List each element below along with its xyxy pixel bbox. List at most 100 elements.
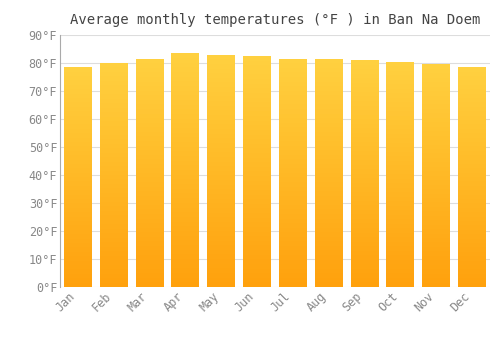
- Bar: [422, 247, 450, 251]
- Bar: [136, 264, 164, 269]
- Bar: [422, 220, 450, 225]
- Bar: [243, 88, 271, 93]
- Bar: [315, 214, 342, 218]
- Bar: [350, 69, 378, 74]
- Bar: [172, 156, 200, 161]
- Bar: [422, 96, 450, 100]
- Bar: [64, 133, 92, 138]
- Bar: [64, 155, 92, 160]
- Bar: [172, 282, 200, 287]
- Bar: [243, 75, 271, 79]
- Bar: [458, 155, 486, 160]
- Bar: [350, 160, 378, 164]
- Bar: [458, 120, 486, 124]
- Bar: [208, 73, 235, 78]
- Bar: [208, 148, 235, 152]
- Bar: [136, 241, 164, 246]
- Bar: [208, 240, 235, 245]
- Bar: [386, 62, 414, 66]
- Bar: [422, 64, 450, 69]
- Bar: [100, 94, 128, 99]
- Bar: [386, 111, 414, 116]
- Bar: [136, 63, 164, 68]
- Bar: [422, 145, 450, 149]
- Bar: [172, 128, 200, 133]
- Bar: [315, 260, 342, 264]
- Bar: [208, 199, 235, 203]
- Bar: [422, 216, 450, 220]
- Bar: [279, 200, 307, 205]
- Bar: [279, 273, 307, 278]
- Bar: [100, 153, 128, 157]
- Bar: [136, 251, 164, 255]
- Bar: [279, 100, 307, 104]
- Bar: [458, 129, 486, 133]
- Bar: [243, 116, 271, 121]
- Bar: [458, 173, 486, 177]
- Bar: [100, 193, 128, 197]
- Bar: [350, 83, 378, 88]
- Bar: [350, 264, 378, 269]
- Bar: [422, 113, 450, 118]
- Bar: [172, 203, 200, 208]
- Bar: [208, 268, 235, 273]
- Bar: [386, 219, 414, 224]
- Bar: [422, 78, 450, 82]
- Bar: [279, 136, 307, 141]
- Bar: [136, 77, 164, 82]
- Bar: [315, 251, 342, 255]
- Bar: [422, 269, 450, 274]
- Bar: [386, 282, 414, 287]
- Bar: [243, 148, 271, 153]
- Bar: [208, 264, 235, 268]
- Bar: [136, 113, 164, 118]
- Bar: [136, 141, 164, 146]
- Bar: [422, 194, 450, 198]
- Bar: [422, 131, 450, 136]
- Bar: [243, 190, 271, 195]
- Bar: [386, 71, 414, 75]
- Bar: [386, 102, 414, 107]
- Bar: [279, 278, 307, 282]
- Bar: [243, 153, 271, 158]
- Bar: [64, 138, 92, 142]
- Bar: [172, 245, 200, 250]
- Bar: [243, 139, 271, 144]
- Bar: [64, 164, 92, 168]
- Bar: [386, 233, 414, 237]
- Bar: [315, 59, 342, 63]
- Bar: [172, 240, 200, 245]
- Bar: [172, 161, 200, 166]
- Bar: [172, 58, 200, 63]
- Bar: [100, 238, 128, 242]
- Bar: [208, 245, 235, 250]
- Bar: [458, 72, 486, 76]
- Bar: [172, 77, 200, 81]
- Bar: [386, 224, 414, 229]
- Bar: [422, 109, 450, 113]
- Bar: [172, 264, 200, 268]
- Bar: [64, 261, 92, 265]
- Bar: [315, 237, 342, 241]
- Bar: [172, 133, 200, 137]
- Bar: [100, 139, 128, 144]
- Bar: [386, 188, 414, 193]
- Bar: [172, 259, 200, 264]
- Bar: [64, 190, 92, 195]
- Bar: [136, 218, 164, 223]
- Bar: [208, 259, 235, 264]
- Bar: [64, 247, 92, 252]
- Bar: [386, 161, 414, 165]
- Bar: [208, 203, 235, 208]
- Bar: [350, 241, 378, 246]
- Bar: [208, 101, 235, 106]
- Bar: [243, 125, 271, 130]
- Bar: [422, 100, 450, 104]
- Bar: [350, 92, 378, 97]
- Bar: [386, 129, 414, 134]
- Bar: [100, 229, 128, 233]
- Bar: [172, 212, 200, 217]
- Bar: [172, 194, 200, 198]
- Bar: [64, 203, 92, 208]
- Bar: [422, 282, 450, 287]
